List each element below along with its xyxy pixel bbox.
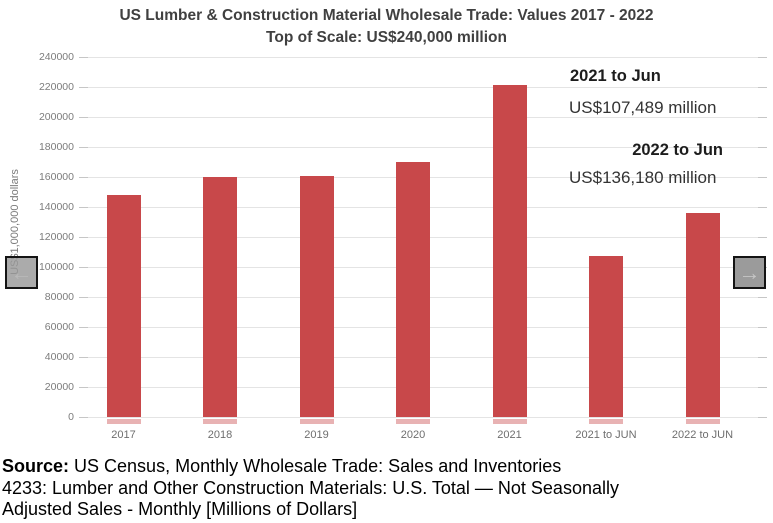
y-tick-label: 220000: [38, 81, 74, 93]
right-arrow-icon: →: [738, 259, 761, 285]
x-tick-label: 2018: [207, 429, 233, 441]
y-axis-tick-right: [758, 237, 767, 238]
y-tick-label: 200000: [38, 111, 74, 123]
y-tick-label: 160000: [38, 171, 74, 183]
annotation-2021-heading: 2021 to Jun: [570, 67, 661, 85]
y-axis-tick: [79, 117, 88, 118]
source-line2: 4233: Lumber and Other Construction Mate…: [2, 477, 619, 498]
y-tick-label: 240000: [38, 51, 74, 63]
y-axis-tick-right: [758, 147, 767, 148]
annotation-2022-value: US$136,180 million: [569, 168, 717, 187]
source-text: Source: US Census, Monthly Wholesale Tra…: [2, 456, 762, 521]
y-axis-tick-right: [758, 117, 767, 118]
y-tick-label: 100000: [38, 261, 74, 273]
y-axis-tick: [79, 177, 88, 178]
bar[interactable]: [203, 176, 237, 418]
y-axis-tick-right: [758, 387, 767, 388]
y-axis-tick: [79, 327, 88, 328]
annotation-2022-heading: 2022 to Jun: [632, 141, 723, 159]
y-axis-tick-right: [758, 57, 767, 58]
y-axis-tick: [79, 87, 88, 88]
source-line1: Source: US Census, Monthly Wholesale Tra…: [2, 456, 762, 478]
source-label: Source:: [2, 456, 70, 476]
y-axis-tick: [79, 147, 88, 148]
gridline: [88, 57, 767, 58]
gridline: [88, 417, 767, 418]
source-line1-rest: US Census, Monthly Wholesale Trade: Sale…: [69, 456, 562, 476]
y-axis-tick-right: [758, 327, 767, 328]
source-line3: Adjusted Sales - Monthly [Millions of Do…: [2, 499, 358, 519]
y-tick-label: 180000: [38, 141, 74, 153]
bar[interactable]: [685, 213, 720, 418]
gridline: [88, 147, 767, 148]
y-tick-label: 80000: [44, 291, 74, 303]
next-button[interactable]: →: [733, 256, 766, 289]
bar[interactable]: [492, 84, 527, 418]
chart-title-line2: Top of Scale: US$240,000 million: [266, 29, 507, 46]
gridline: [88, 117, 767, 118]
y-tick-label: 120000: [38, 231, 74, 243]
bar[interactable]: [396, 162, 430, 418]
chart-title: US Lumber & Construction Material Wholes…: [0, 5, 773, 49]
left-arrow-icon: ←: [10, 259, 33, 285]
bar-base-stub: [106, 418, 141, 424]
prev-button[interactable]: ←: [5, 256, 38, 289]
y-axis-tick: [79, 357, 88, 358]
y-tick-label: 60000: [44, 321, 74, 333]
y-axis-tick: [79, 387, 88, 388]
y-axis-tick: [79, 267, 88, 268]
y-axis-tick: [79, 57, 88, 58]
x-tick-label: 2019: [304, 429, 329, 441]
x-tick-label: 2022 to JUN: [671, 429, 734, 441]
y-tick-label: 0: [68, 411, 74, 423]
bar-base-stub: [492, 418, 527, 424]
bar[interactable]: [299, 175, 334, 418]
bar-base-stub: [203, 418, 237, 424]
bar-base-stub: [589, 418, 623, 424]
y-axis-tick: [79, 237, 88, 238]
chart-title-line1: US Lumber & Construction Material Wholes…: [119, 7, 654, 24]
y-axis-tick-right: [758, 417, 767, 418]
bar-base-stub: [299, 418, 334, 424]
y-axis-tick-right: [758, 357, 767, 358]
y-axis-tick-right: [758, 177, 767, 178]
bar[interactable]: [106, 195, 141, 418]
bar-base-stub: [396, 418, 430, 424]
bar-base-stub: [685, 418, 720, 424]
y-tick-label: 140000: [38, 201, 74, 213]
y-axis-tick-right: [758, 87, 767, 88]
y-tick-label: 40000: [44, 351, 74, 363]
y-axis-tick: [79, 297, 88, 298]
y-tick-label: 20000: [44, 381, 74, 393]
bar[interactable]: [589, 256, 623, 418]
y-axis-tick: [79, 207, 88, 208]
y-axis-tick-right: [758, 297, 767, 298]
y-axis-tick: [79, 417, 88, 418]
y-axis-tick-right: [758, 207, 767, 208]
x-tick-label: 2021: [497, 429, 522, 441]
x-tick-label: 2017: [111, 429, 136, 441]
x-tick-label: 2020: [400, 429, 426, 441]
gridline: [88, 87, 767, 88]
x-tick-label: 2021 to JUN: [575, 429, 637, 441]
annotation-2021-value: US$107,489 million: [569, 98, 717, 117]
